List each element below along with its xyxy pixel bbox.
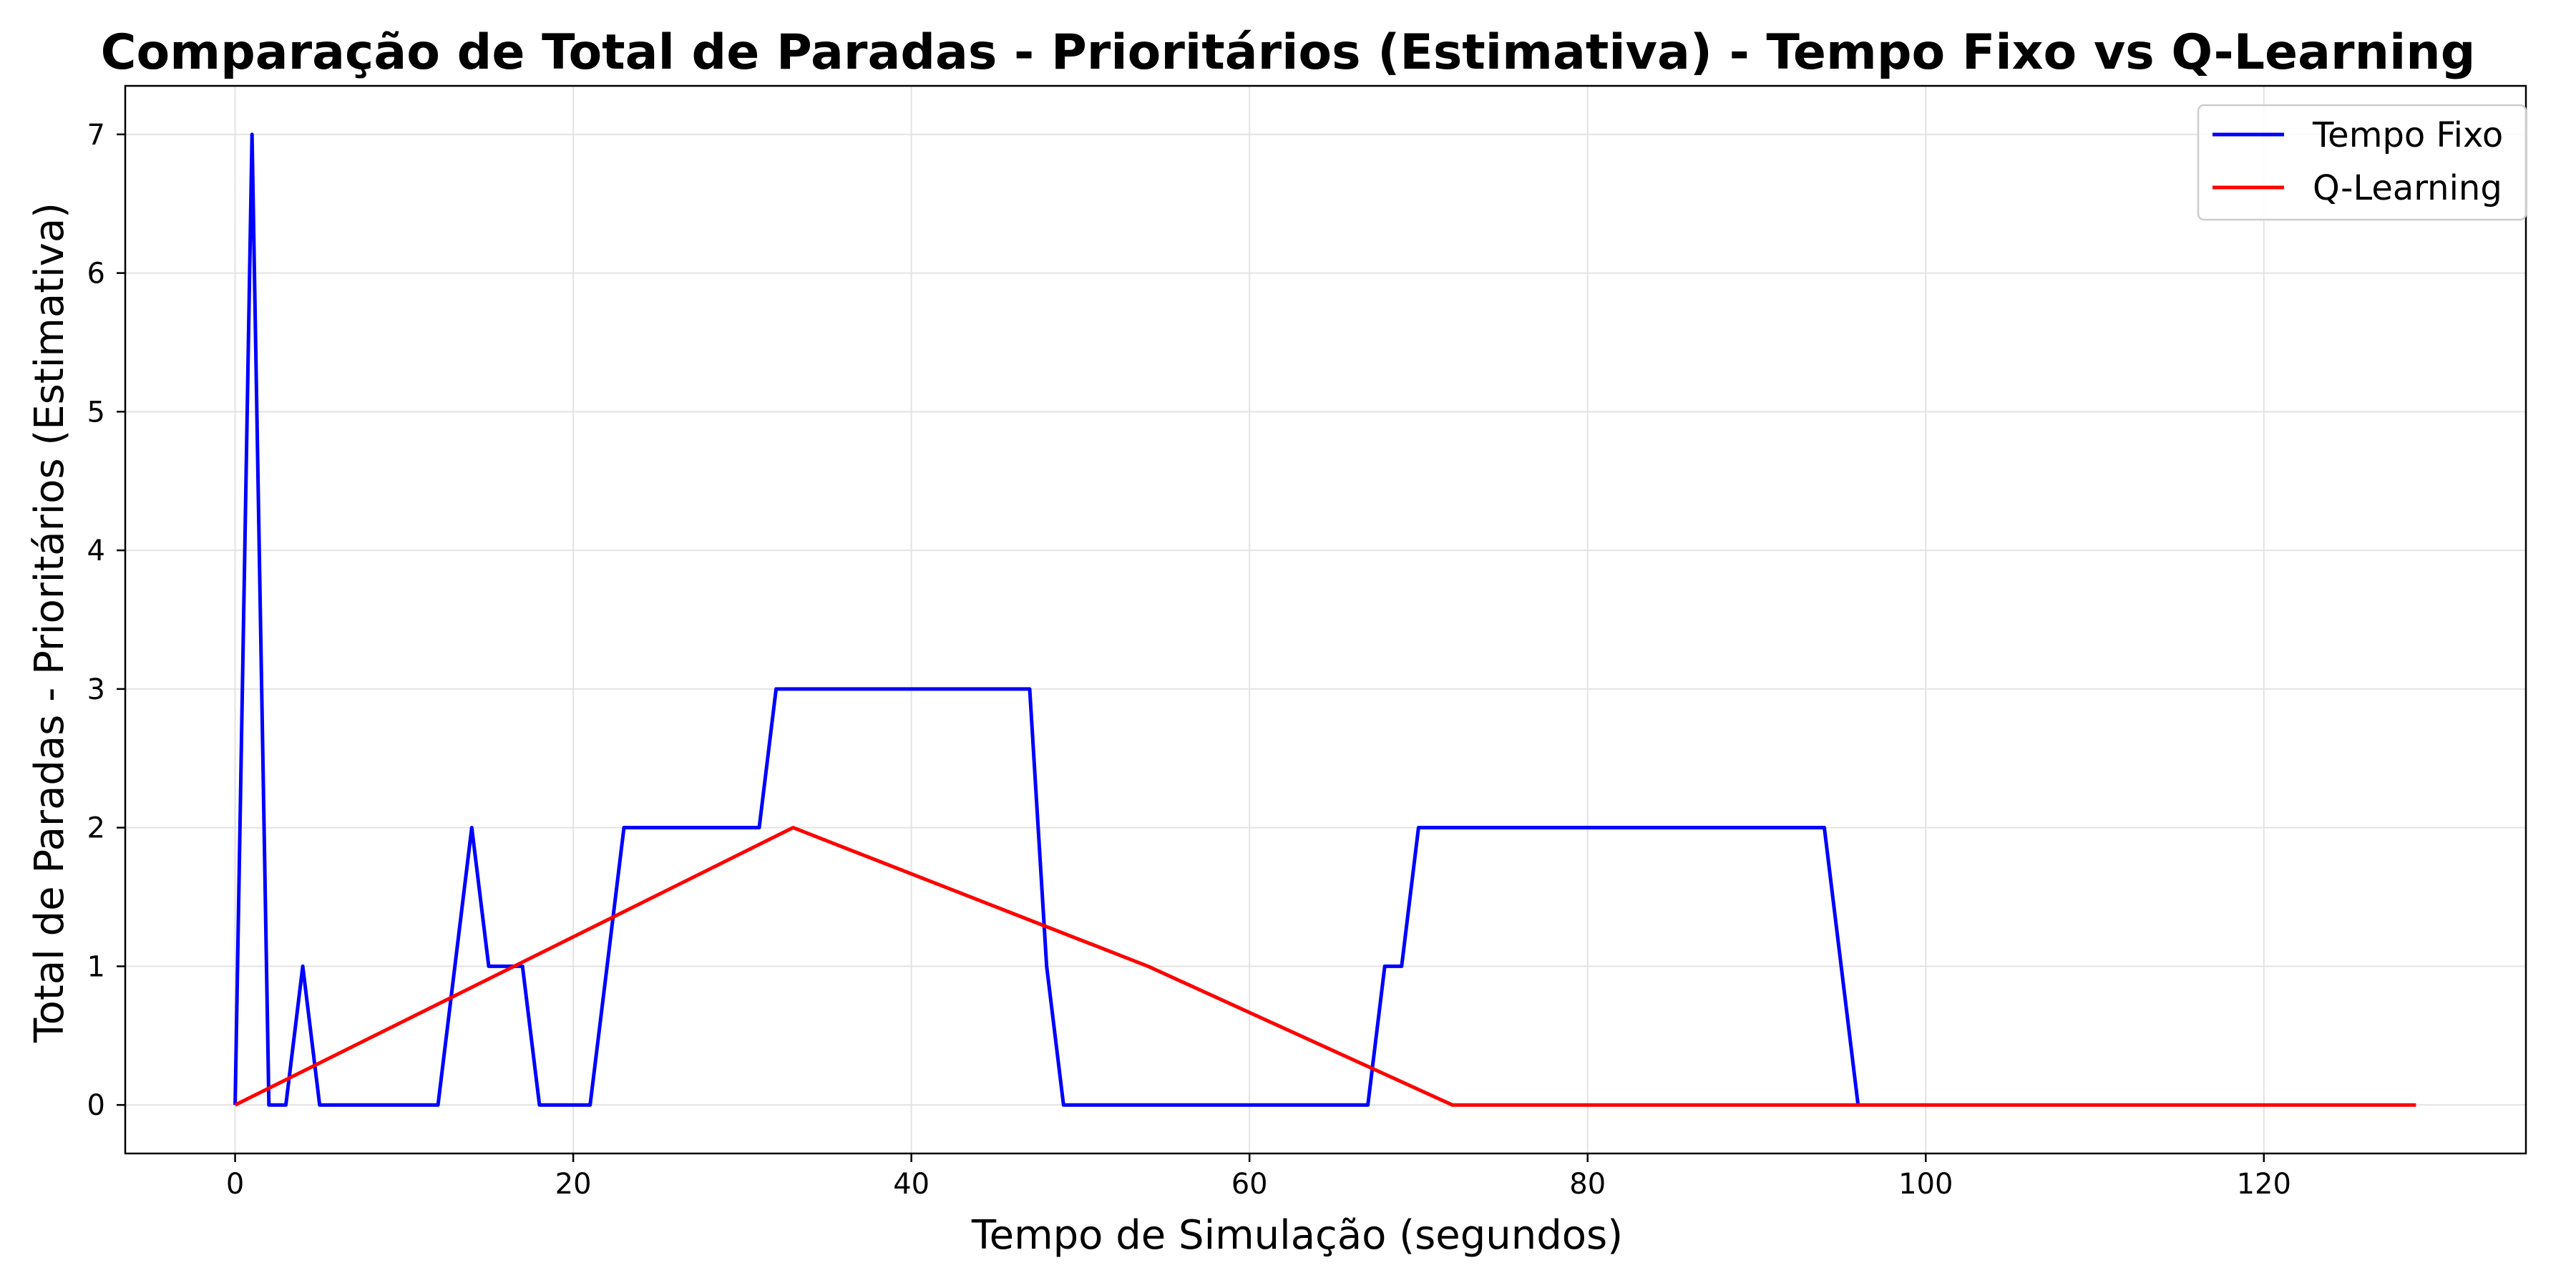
x-axis-label: Tempo de Simulação (segundos) bbox=[971, 1212, 1623, 1259]
series-line-tempo-fixo bbox=[233, 132, 1860, 1107]
y-tick-label: 2 bbox=[87, 812, 105, 845]
axis-ticks: 0 20 40 60 80 100 120 0 1 2 3 4 5 6 7 bbox=[87, 119, 2291, 1201]
y-tick-label: 3 bbox=[87, 673, 105, 706]
legend-label-tempo-fixo: Tempo Fixo bbox=[2312, 115, 2503, 155]
y-tick-label: 1 bbox=[87, 950, 105, 983]
series-layer bbox=[233, 132, 2416, 1107]
series-line-q-learning bbox=[234, 826, 2416, 1107]
x-tick-label: 0 bbox=[226, 1168, 244, 1201]
x-tick-label: 40 bbox=[893, 1168, 930, 1201]
y-tick-label: 4 bbox=[87, 535, 105, 567]
legend: Tempo Fixo Q-Learning bbox=[2197, 104, 2527, 221]
legend-label-q-learning: Q-Learning bbox=[2313, 168, 2502, 208]
x-tick-label: 120 bbox=[2237, 1168, 2291, 1201]
y-tick-label: 0 bbox=[87, 1089, 105, 1122]
plot-frame bbox=[124, 84, 2527, 1155]
y-tick-label: 7 bbox=[87, 119, 105, 152]
y-axis-label: Total de Paradas - Prioritários (Estimat… bbox=[26, 203, 73, 1043]
y-tick-label: 6 bbox=[87, 258, 105, 291]
chart-title: Comparação de Total de Paradas - Priorit… bbox=[101, 24, 2476, 81]
y-tick-label: 5 bbox=[87, 396, 105, 429]
x-tick-label: 60 bbox=[1231, 1168, 1268, 1201]
x-tick-label: 80 bbox=[1569, 1168, 1606, 1201]
x-tick-label: 20 bbox=[555, 1168, 592, 1201]
grid bbox=[125, 86, 2526, 1153]
x-tick-label: 100 bbox=[1898, 1168, 1953, 1201]
